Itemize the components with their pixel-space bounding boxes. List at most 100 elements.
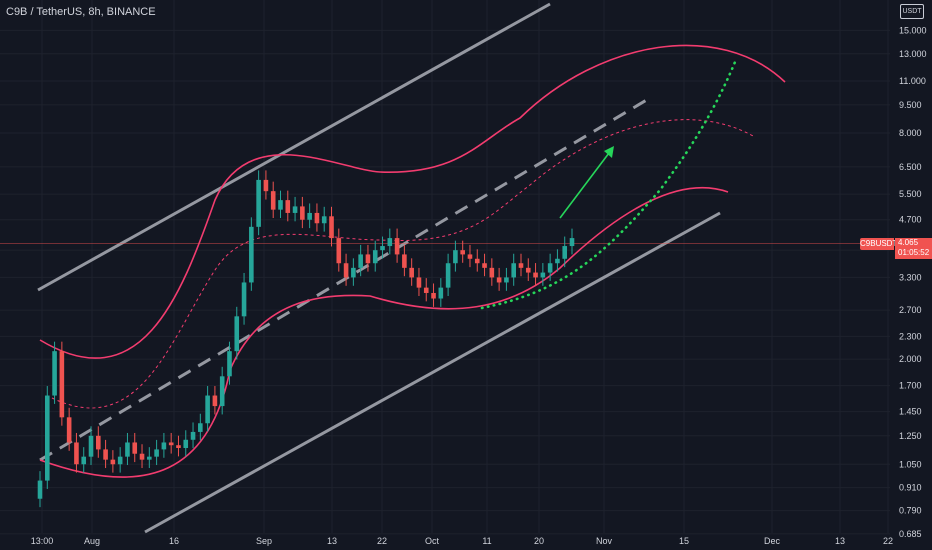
candle-body: [183, 439, 189, 448]
candle-body: [547, 263, 553, 273]
price-axis[interactable]: 0.685 0.790 0.910 1.050 1.250 1.450 1.700 2.000…: [899, 25, 927, 539]
countdown-timer: 01:05:52: [898, 248, 930, 257]
time-axis[interactable]: 13:00 Aug 16 Sep 13 22 Oct 11 20 Nov 15 Dec 13 22: [31, 536, 893, 546]
candle-body: [555, 258, 560, 264]
curved-channel-middle: [51, 119, 756, 409]
candle-body: [511, 263, 516, 278]
y-tick-label: 1.700: [899, 381, 922, 391]
candles-layer: [37, 170, 575, 508]
x-tick-label: 16: [169, 536, 179, 546]
channel-middle-line: [39, 96, 651, 462]
projection-arrow-head: [604, 146, 614, 158]
candle-body: [380, 246, 385, 251]
candle-body: [74, 442, 79, 465]
y-tick-label: 1.250: [899, 431, 922, 441]
candle-body: [329, 216, 334, 239]
candle-body: [117, 456, 123, 465]
candle-body: [270, 191, 276, 210]
x-tick-label: Sep: [256, 536, 272, 546]
candle-body: [125, 442, 130, 457]
candle-body: [504, 277, 509, 283]
curved-channel-upper: [39, 44, 786, 359]
candle-body: [227, 351, 232, 377]
candle-body: [409, 267, 414, 278]
y-tick-label: 0.790: [899, 506, 922, 516]
candle-body: [496, 277, 502, 283]
price-value: 4.065: [898, 238, 919, 247]
candle-body: [198, 423, 203, 432]
y-tick-label: 15.000: [899, 25, 927, 35]
candle-body: [365, 254, 371, 264]
candle-body: [44, 395, 50, 481]
candle-body: [351, 267, 356, 278]
candle-body: [37, 480, 43, 499]
candle-body: [249, 226, 254, 283]
y-tick-label: 6.500: [899, 162, 922, 172]
candle-body: [343, 263, 349, 278]
candle-body: [161, 442, 167, 450]
candle-body: [321, 216, 327, 224]
candle-body: [132, 442, 138, 454]
candle-body: [300, 206, 305, 220]
candle-body: [525, 267, 531, 273]
y-tick-label: 2.300: [899, 331, 922, 341]
currency-button[interactable]: USDT: [900, 4, 924, 19]
candle-body: [139, 453, 145, 460]
candle-body: [453, 250, 458, 264]
candle-body: [518, 263, 524, 268]
projection-arrow-shaft: [559, 152, 610, 219]
y-tick-label: 1.450: [899, 407, 922, 417]
x-tick-label: 15: [679, 536, 689, 546]
x-tick-label: 13:00: [31, 536, 54, 546]
candle-body: [110, 459, 116, 465]
price-tag: 4.065 01:05:52: [895, 238, 932, 259]
candle-body: [88, 435, 94, 457]
y-tick-label: 13.000: [899, 49, 927, 59]
candle-body: [569, 238, 575, 247]
candle-body: [482, 263, 487, 268]
candle-body: [445, 263, 451, 288]
candle-body: [460, 250, 465, 255]
y-tick-label: 0.685: [899, 529, 922, 539]
x-tick-label: Oct: [425, 536, 440, 546]
candle-body: [241, 282, 247, 317]
candle-body: [96, 435, 101, 450]
curved-channel-lower: [39, 187, 729, 478]
candle-body: [81, 456, 87, 465]
grid-lines: [0, 0, 890, 535]
candle-body: [103, 449, 108, 460]
last-price-label: C9BUSDT 4.065 01:05:52: [860, 238, 932, 259]
x-tick-label: 20: [534, 536, 544, 546]
symbol-tag: C9BUSDT: [860, 238, 898, 250]
x-tick-label: 13: [327, 536, 337, 546]
y-tick-label: 8.000: [899, 128, 922, 138]
candle-body: [314, 212, 320, 224]
x-tick-label: Aug: [84, 536, 100, 546]
chart-title: C9B / TetherUS, 8h, BINANCE: [6, 6, 156, 18]
channel-lower-line: [144, 211, 721, 534]
x-tick-label: 13: [835, 536, 845, 546]
candle-body: [387, 238, 393, 247]
candle-body: [205, 395, 210, 424]
candle-body: [358, 254, 363, 268]
projection-layer: [480, 60, 737, 310]
candle-body: [212, 395, 218, 407]
y-tick-label: 0.910: [899, 483, 922, 493]
x-tick-label: Nov: [596, 536, 613, 546]
candle-body: [533, 272, 538, 278]
y-tick-label: 4.700: [899, 215, 922, 225]
candle-body: [52, 351, 57, 396]
currency-label: USDT: [902, 8, 922, 15]
x-tick-label: Dec: [764, 536, 781, 546]
candle-body: [59, 351, 65, 418]
y-tick-label: 2.000: [899, 354, 922, 364]
x-tick-label: 22: [883, 536, 893, 546]
candle-body: [307, 212, 312, 220]
channel-upper-line: [37, 2, 551, 292]
drawings-layer[interactable]: [37, 2, 786, 534]
candle-body: [402, 254, 407, 268]
candle-body: [431, 292, 436, 299]
candle-body: [154, 449, 159, 457]
candle-body: [66, 417, 72, 443]
